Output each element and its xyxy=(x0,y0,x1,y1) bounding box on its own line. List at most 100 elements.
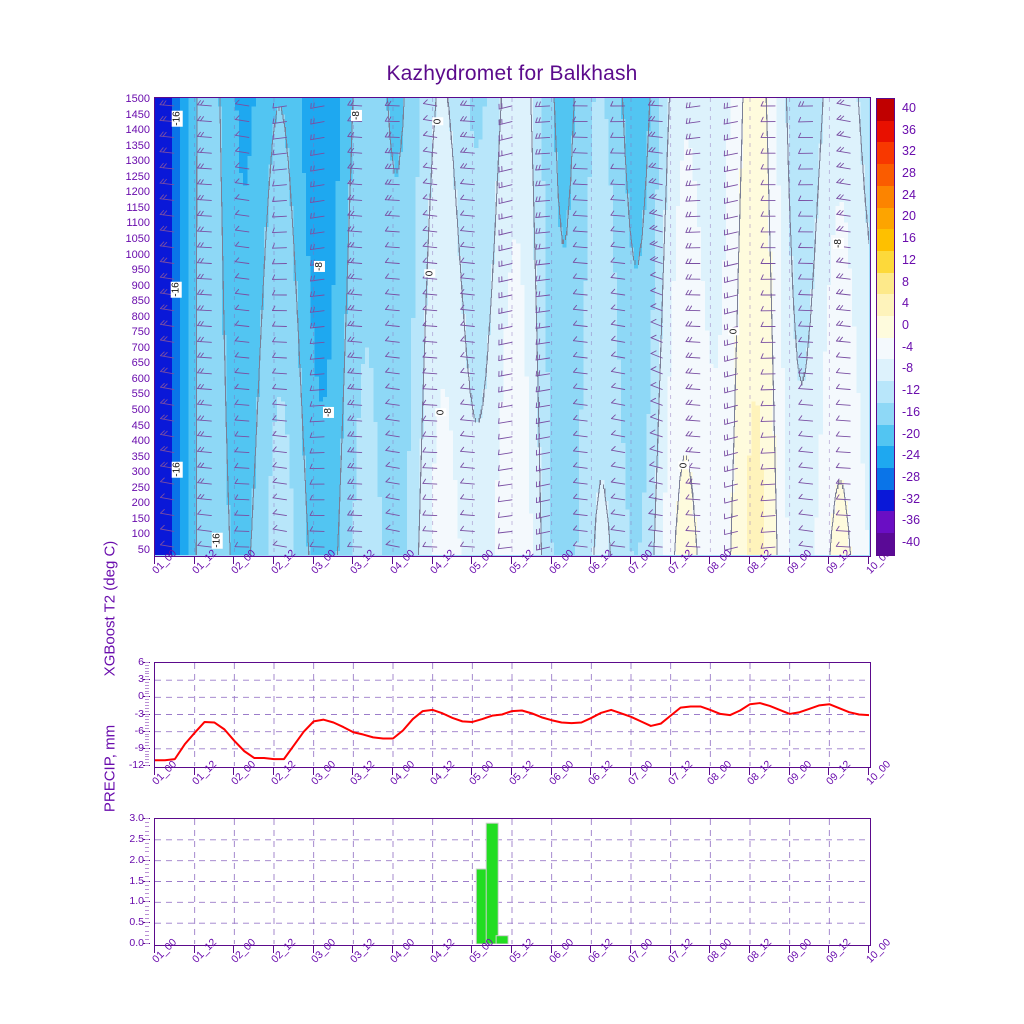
contour-label: -8 xyxy=(313,261,325,273)
y-axis-minor-tick xyxy=(145,673,149,675)
y-axis-minor-tick xyxy=(145,918,149,919)
colorbar-tick-label: 24 xyxy=(902,188,916,202)
y-axis-minor-tick xyxy=(145,662,149,663)
y-axis-tick-label: 200 xyxy=(106,498,150,509)
colorbar-swatch xyxy=(877,533,894,555)
y-axis-tick-label: 750 xyxy=(106,327,150,338)
colorbar-swatch xyxy=(877,164,894,186)
x-axis-tick xyxy=(669,768,671,775)
y-axis-tick-label: 250 xyxy=(106,482,150,493)
y-axis-minor-tick xyxy=(145,756,149,758)
y-axis-minor-tick xyxy=(145,690,149,692)
y-axis-tick-label: 1.0 xyxy=(129,895,144,907)
colorbar-tick-label: -32 xyxy=(902,492,920,506)
x-axis-tick xyxy=(431,557,433,564)
y-axis-minor-tick xyxy=(145,699,149,701)
t2-x-axis-labels: 01_00 01_12 02_00 02_12 03_00 03_12 04_00 04_12… xyxy=(150,758,893,828)
temperature-colorbar xyxy=(876,98,895,556)
x-axis-tick xyxy=(312,557,314,564)
precip-x-axis-labels: 01_00 01_12 02_00 02_12 03_00 03_12 04_00 04_12… xyxy=(150,936,893,1006)
x-axis-tick xyxy=(352,946,354,953)
x-axis-tick xyxy=(630,768,631,775)
colorbar-tick-label: -36 xyxy=(902,513,920,527)
y-axis-minor-tick xyxy=(145,696,149,698)
x-axis-tick xyxy=(788,768,790,775)
x-axis-tick xyxy=(511,946,512,953)
y-axis-minor-tick xyxy=(145,855,149,857)
colorbar-swatch xyxy=(877,207,894,230)
y-axis-minor-tick xyxy=(145,913,149,915)
precip-bar-canvas xyxy=(155,819,869,945)
y-axis-minor-tick xyxy=(145,922,149,924)
y-axis-minor-tick xyxy=(145,724,149,726)
temperature-cross-section-plot[interactable]: -16 -8 0 -8 0 -16 -8 0 -8 0 0 -16 -16 xyxy=(154,97,871,557)
contour-label: 0 xyxy=(424,269,436,278)
y-axis-tick-label: -3 xyxy=(135,708,144,720)
page-title: Kazhydromet for Balkhash xyxy=(0,62,1024,86)
x-axis-tick xyxy=(749,768,750,775)
y-axis-tick-label: 150 xyxy=(106,513,150,524)
y-axis-tick-label: 1400 xyxy=(106,125,150,136)
x-axis-tick xyxy=(471,946,473,953)
x-axis-tick xyxy=(273,768,274,775)
x-axis-tick xyxy=(312,768,314,775)
colorbar-swatch xyxy=(877,337,894,360)
y-axis-minor-tick xyxy=(145,938,149,940)
y-axis-tick-label: 0.0 xyxy=(129,937,144,949)
y-axis-minor-tick xyxy=(145,710,149,712)
y-axis-minor-tick xyxy=(145,897,149,899)
y-axis-minor-tick xyxy=(145,872,149,874)
x-axis-tick xyxy=(392,768,393,775)
x-axis-tick xyxy=(511,557,512,564)
y-axis-minor-tick xyxy=(145,667,149,669)
y-axis-tick-label: 950 xyxy=(106,265,150,276)
x-axis-tick xyxy=(193,946,195,953)
x-axis-tick xyxy=(630,946,631,953)
colorbar-tick-label: 40 xyxy=(902,101,916,115)
colorbar-tick-label: 20 xyxy=(902,209,916,223)
x-axis-tick xyxy=(431,946,433,953)
colorbar-tick-labels: 40 36 32 28 24 20 16 12 8 4 0 -4 -8 -12 -16 -20 -24 -28 -3… xyxy=(899,98,939,556)
y-axis-tick-label: 2.5 xyxy=(129,833,144,845)
y-axis-tick-label: 100 xyxy=(106,529,150,540)
y-axis-minor-tick xyxy=(145,930,149,932)
colorbar-swatch xyxy=(877,272,894,295)
x-axis-tick xyxy=(868,768,869,775)
y-axis-tick-label: 1250 xyxy=(106,171,150,182)
y-axis-minor-tick xyxy=(145,716,149,718)
colorbar-swatch xyxy=(877,142,894,165)
x-axis-tick xyxy=(273,557,274,564)
y-axis-tick-label: 1.5 xyxy=(129,875,144,887)
x-axis-tick xyxy=(511,768,512,775)
y-axis-tick-label: 0.5 xyxy=(129,916,144,928)
y-axis-tick-label: 0 xyxy=(138,690,144,702)
precipitation-plot[interactable] xyxy=(154,818,871,946)
y-axis-minor-tick xyxy=(145,859,149,861)
x-axis-tick xyxy=(392,557,393,564)
x-axis-tick xyxy=(788,946,790,953)
colorbar-tick-label: 16 xyxy=(902,231,916,245)
x-axis-tick xyxy=(828,768,830,775)
colorbar-tick-label: 28 xyxy=(902,166,916,180)
x-axis-tick xyxy=(550,946,552,953)
y-axis-minor-tick xyxy=(145,876,149,878)
colorbar-tick-label: 4 xyxy=(902,296,909,310)
y-axis-tick-label: 300 xyxy=(106,467,150,478)
x-axis-tick xyxy=(709,946,711,953)
contour-label: -16 xyxy=(172,109,184,127)
y-axis-tick-label: 450 xyxy=(106,420,150,431)
xgboost-t2-plot[interactable] xyxy=(154,662,871,768)
y-axis-minor-tick xyxy=(145,905,149,907)
y-axis-minor-tick xyxy=(145,765,149,766)
main-panel-x-axis-labels: 01_00 01_12 02_00 02_12 03_00 03_12 04_00 04_12… xyxy=(150,547,893,617)
colorbar-swatch xyxy=(877,381,894,403)
x-axis-tick xyxy=(749,946,750,953)
colorbar-tick-label: -28 xyxy=(902,470,920,484)
contour-label: -16 xyxy=(211,532,223,550)
y-axis-tick-label: 650 xyxy=(106,358,150,369)
y-axis-minor-tick xyxy=(145,893,149,894)
y-axis-minor-tick xyxy=(145,826,149,828)
y-axis-tick-label: 400 xyxy=(106,436,150,447)
x-axis-tick xyxy=(749,557,750,564)
y-axis-minor-tick xyxy=(145,753,149,755)
